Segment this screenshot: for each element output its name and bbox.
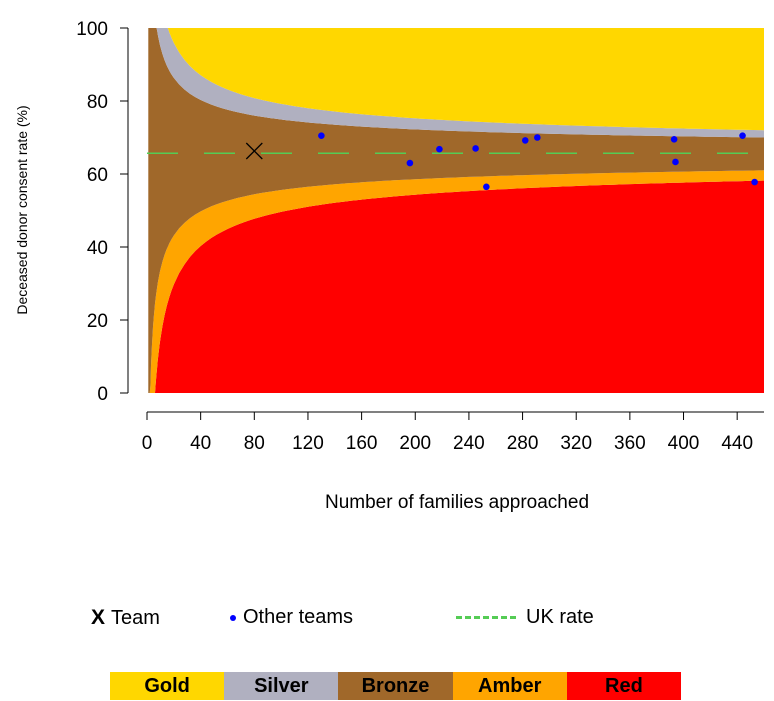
band-red: Red [566, 672, 682, 700]
x-tick-label: 40 [190, 433, 211, 454]
legend-team: X Team [91, 606, 160, 630]
y-ticks: 0 20 40 60 80 100 [76, 19, 128, 405]
band-gold: Gold [110, 672, 225, 700]
other-team-point [406, 159, 414, 167]
other-team-point [670, 136, 678, 143]
y-tick-label: 40 [87, 238, 108, 259]
team-marker [245, 142, 263, 160]
dashed-line-icon [456, 616, 516, 619]
x-ticks: 0 40 80 120 160 200 240 280 320 360 400 440 [142, 412, 753, 454]
y-tick-label: 80 [87, 92, 108, 113]
legend: X Team Other teams UK rate [0, 606, 774, 636]
band-key: Gold Silver Bronze Amber Red [110, 672, 682, 700]
y-axis-label: Deceased donor consent rate (%) [14, 105, 30, 314]
chart: 0 20 40 60 80 100 0 40 80 120 160 200 240 280 320 360 4… [14, 19, 765, 513]
silver-band [148, 28, 765, 138]
other-team-point [672, 158, 679, 166]
legend-other-teams: Other teams [230, 606, 353, 629]
x-tick-label: 400 [668, 433, 700, 454]
other-team-point [436, 145, 443, 153]
data-points [245, 132, 758, 191]
team-marker-stroke [245, 142, 263, 160]
legend-uk-rate-label: UK rate [526, 606, 594, 628]
dot-icon [230, 614, 236, 621]
y-tick-label: 100 [76, 19, 108, 40]
funnel-bands [148, 28, 765, 393]
x-tick-label: 160 [346, 433, 378, 454]
x-tick-label: 240 [453, 433, 485, 454]
x-tick-label: 80 [244, 433, 265, 454]
legend-uk-rate: UK rate [456, 606, 594, 629]
x-tick-label: 360 [614, 433, 646, 454]
other-team-point [472, 145, 479, 152]
team-marker-icon: X [91, 606, 106, 629]
other-team-point [739, 132, 746, 139]
y-tick-label: 20 [87, 311, 108, 332]
gold-band [148, 28, 765, 131]
x-axis-label: Number of families approached [325, 492, 589, 513]
band-silver: Silver [224, 672, 339, 700]
red-band [148, 180, 765, 393]
x-tick-label: 440 [721, 433, 753, 454]
y-tick-label: 60 [87, 165, 108, 186]
other-team-point [751, 178, 758, 186]
band-bronze: Bronze [338, 672, 453, 700]
legend-team-label: Team [111, 606, 160, 629]
x-tick-label: 280 [507, 433, 539, 454]
other-team-point [521, 137, 529, 144]
x-tick-label: 120 [292, 433, 324, 454]
other-team-point [483, 183, 490, 191]
axes [127, 28, 764, 413]
legend-other-teams-label: Other teams [243, 606, 354, 628]
x-tick-label: 200 [399, 433, 431, 454]
x-tick-label: 0 [142, 433, 153, 454]
other-team-point [534, 134, 541, 141]
y-tick-label: 0 [97, 384, 108, 405]
other-team-point [318, 132, 325, 139]
band-amber: Amber [452, 672, 567, 700]
x-tick-label: 320 [560, 433, 592, 454]
